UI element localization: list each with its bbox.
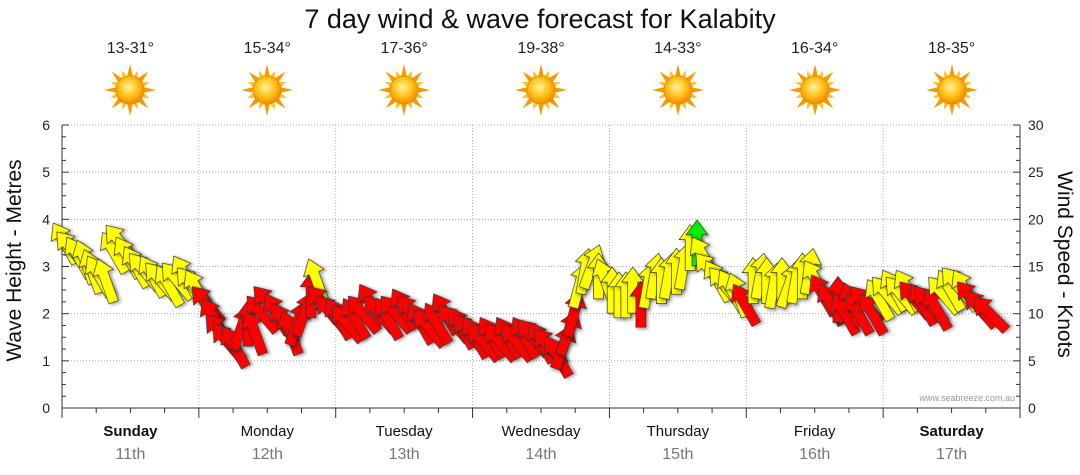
- right-tick-label: 10: [1028, 306, 1044, 322]
- axes-layer: [61, 124, 1021, 418]
- day-forecast: 19-38°: [481, 40, 601, 118]
- temperature-label: 16-34°: [791, 40, 839, 57]
- day-date-label: 17th: [936, 446, 967, 463]
- day-forecast: 16-34°: [755, 40, 875, 118]
- sun-icon: [651, 64, 704, 116]
- temperature-label: 18-35°: [927, 40, 976, 57]
- chart-title: 7 day wind & wave forecast for Kalabity: [304, 4, 776, 34]
- wind-arrow-shape: [92, 258, 119, 305]
- left-axis-title: Wave Height - Metres: [3, 159, 26, 361]
- right-tick-label: 25: [1028, 164, 1044, 180]
- right-tick-label: 15: [1028, 259, 1044, 275]
- temperature-label: 14-33°: [654, 40, 702, 57]
- day-name-label: Thursday: [647, 423, 710, 440]
- sun-icon: [378, 64, 431, 116]
- day-date-label: 12th: [252, 446, 283, 463]
- left-tick-label: 0: [42, 400, 50, 416]
- day-date-label: 13th: [389, 446, 420, 463]
- day-forecast: 15-34°: [207, 40, 327, 118]
- left-tick-label: 5: [42, 164, 50, 180]
- right-tick-label: 0: [1028, 400, 1036, 416]
- label-layer: 0 1 2 3 4 5 6 0 5 10 15 20 25 30 Wave Height - Metres W…: [3, 117, 1076, 463]
- wind-arrow: [562, 291, 587, 338]
- right-tick-label: 30: [1028, 117, 1044, 133]
- day-date-label: 16th: [799, 446, 830, 463]
- day-name-label: Wednesday: [502, 423, 581, 440]
- day-name-label: Saturday: [919, 423, 984, 440]
- temperature-label: 13-31°: [106, 40, 155, 57]
- left-tick-label: 2: [42, 306, 50, 322]
- wind-arrows: [50, 219, 1011, 379]
- sun-icon: [515, 64, 567, 116]
- credit-label: www.seabreeze.com.au: [918, 393, 1015, 403]
- temperature-row: 13-31° 15-34° 17-36° 19-38° 14-33° 16-34° 18-3…: [0, 40, 1080, 120]
- left-tick-label: 3: [42, 259, 50, 275]
- grid-layer: [62, 124, 1020, 408]
- wind-arrow-shape: [621, 266, 645, 314]
- wind-arrow: [973, 297, 1011, 334]
- left-tick-label: 4: [42, 211, 50, 227]
- wind-arrow: [92, 258, 119, 305]
- right-tick-label: 5: [1028, 353, 1036, 369]
- left-tick-label: 1: [42, 353, 50, 369]
- day-forecast: 17-36°: [344, 40, 464, 118]
- left-tick-label: 6: [42, 117, 50, 133]
- sun-icon: [788, 64, 841, 116]
- wind-arrow-shape: [973, 297, 1011, 334]
- day-date-label: 15th: [662, 446, 693, 463]
- temperature-label: 15-34°: [243, 40, 291, 57]
- day-name-label: Tuesday: [376, 423, 433, 440]
- sun-icon: [241, 64, 294, 116]
- day-name-label: Monday: [241, 423, 295, 440]
- day-forecast: 13-31°: [70, 40, 190, 118]
- day-name-label: Friday: [794, 423, 836, 440]
- wind-arrow-shape: [562, 291, 587, 338]
- wind-arrow: [621, 266, 645, 314]
- right-axis-title: Wind Speed - Knots: [1053, 171, 1076, 358]
- sun-icon: [104, 64, 157, 116]
- temperature-label: 17-36°: [380, 40, 428, 57]
- right-tick-label: 20: [1028, 211, 1044, 227]
- day-forecast: 18-35°: [892, 40, 1012, 118]
- sun-icon: [925, 64, 978, 116]
- day-date-label: 14th: [525, 446, 556, 463]
- temperature-label: 19-38°: [517, 40, 565, 57]
- day-name-label: Sunday: [103, 423, 158, 440]
- day-forecast: 14-33°: [618, 40, 738, 118]
- day-date-label: 11th: [115, 446, 145, 463]
